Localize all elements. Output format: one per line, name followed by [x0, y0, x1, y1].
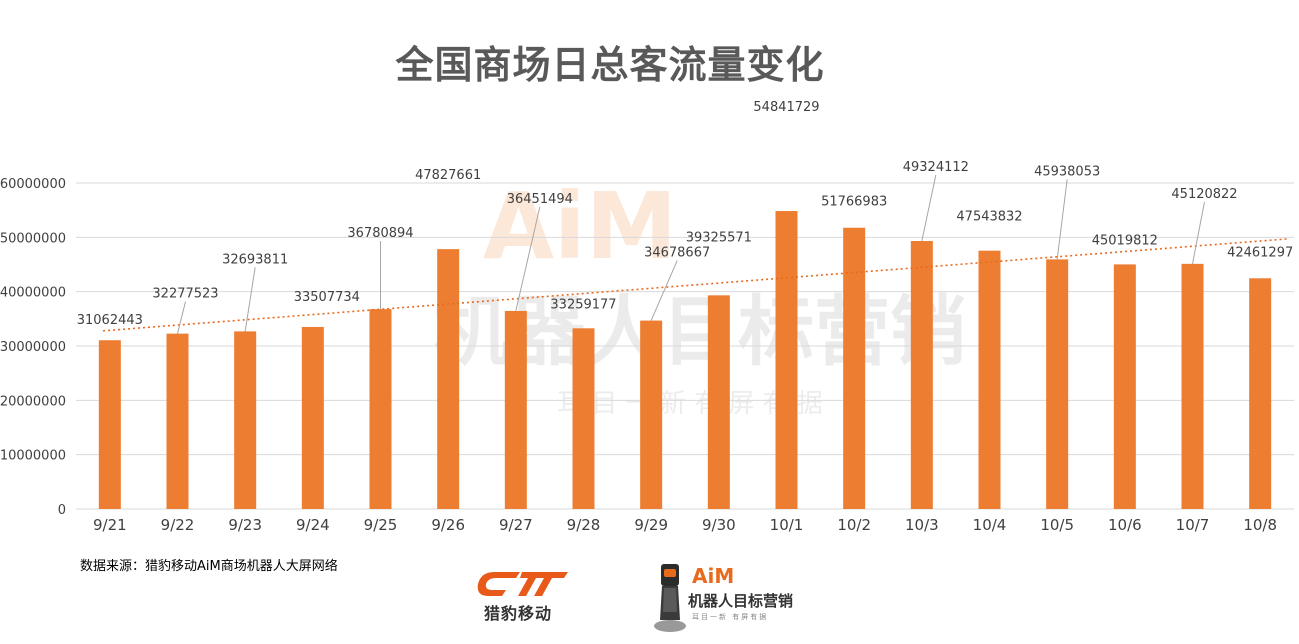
chart-title: 全国商场日总客流量变化	[395, 43, 825, 87]
bar	[910, 241, 933, 509]
leader-line	[1056, 179, 1068, 260]
bar	[98, 340, 121, 509]
data-label: 32693811	[222, 252, 288, 267]
gridlines	[76, 182, 1294, 510]
aim-logo: AiM 机器人目标营销 耳目一新 有屏有据	[650, 562, 800, 634]
leader-line	[921, 174, 937, 242]
y-tick-label: 20000000	[0, 394, 66, 409]
x-tick-label: 10/5	[1040, 516, 1074, 534]
x-tick-label: 10/1	[770, 516, 804, 534]
leader-line	[650, 260, 678, 321]
data-label: 47543832	[956, 210, 1022, 225]
x-tick-label: 9/23	[228, 516, 262, 534]
x-tick-label: 9/28	[567, 516, 601, 534]
x-tick-label: 9/22	[161, 516, 195, 534]
bar-chart: AiM 机器人目标营销 耳 目 一 新 有 屏 有 据 010000000200…	[0, 100, 1294, 534]
bar	[1181, 263, 1204, 509]
x-tick-label: 9/25	[364, 516, 398, 534]
data-label: 31062443	[77, 313, 143, 328]
data-label: 39325571	[686, 230, 752, 245]
bar	[572, 328, 595, 509]
x-tick-label: 9/27	[499, 516, 533, 534]
data-label: 33507734	[294, 290, 360, 305]
y-tick-label: 0	[58, 503, 66, 518]
data-label: 45019812	[1092, 233, 1158, 248]
y-axis-ticks: 0 10000000 20000000 30000000 40000000 5000000…	[0, 177, 66, 518]
bar	[1249, 278, 1272, 509]
y-tick-label: 40000000	[0, 286, 66, 301]
bar	[640, 320, 663, 509]
y-tick-label: 50000000	[0, 231, 66, 246]
data-label: 33259177	[550, 297, 616, 312]
bar	[234, 331, 257, 509]
y-tick-label: 10000000	[0, 449, 66, 464]
x-tick-label: 9/30	[702, 516, 736, 534]
bar	[166, 333, 189, 509]
x-tick-label: 10/3	[905, 516, 939, 534]
aim-tagline: 耳目一新 有屏有据	[692, 613, 769, 621]
leader-line	[1192, 201, 1205, 264]
bar	[369, 309, 392, 509]
data-label: 51766983	[821, 195, 887, 210]
data-label: 47827661	[415, 168, 481, 183]
data-label: 42461297	[1227, 245, 1293, 260]
x-tick-label: 9/26	[431, 516, 465, 534]
data-label: 45120822	[1171, 187, 1237, 202]
cheetah-mark-icon	[477, 572, 568, 596]
data-label: 45938053	[1034, 164, 1100, 179]
x-tick-label: 10/2	[837, 516, 871, 534]
bar	[1046, 259, 1069, 509]
bar	[978, 250, 1001, 509]
aim-brand-text: AiM	[692, 564, 735, 588]
data-source-note: 数据来源：猎豹移动AiM商场机器人大屏网络	[80, 559, 338, 574]
bar	[504, 310, 527, 509]
bar	[1113, 264, 1136, 509]
data-label: 32277523	[152, 287, 218, 302]
x-tick-label: 9/29	[634, 516, 668, 534]
robot-icon	[654, 564, 686, 632]
watermark-brand: AiM	[483, 173, 677, 280]
x-tick-label: 9/24	[296, 516, 330, 534]
x-tick-label: 10/7	[1176, 516, 1210, 534]
bar	[437, 249, 460, 510]
bar	[707, 295, 730, 509]
leader-line	[515, 206, 541, 312]
bar	[843, 227, 866, 509]
y-tick-label: 60000000	[0, 177, 66, 192]
data-label: 36780894	[347, 226, 413, 241]
data-label: 49324112	[903, 160, 969, 175]
x-axis-ticks: 9/21 9/22 9/23 9/24 9/25 9/26 9/27 9/28 9/29 9/30…	[93, 516, 1277, 534]
y-tick-label: 30000000	[0, 340, 66, 355]
cheetah-name: 猎豹移动	[484, 604, 553, 623]
data-label: 36451494	[507, 192, 573, 207]
bar	[775, 211, 798, 509]
leader-line	[244, 267, 256, 332]
x-tick-label: 10/6	[1108, 516, 1142, 534]
leader-lines	[177, 174, 1205, 334]
bars	[98, 211, 1272, 510]
cheetah-mobile-logo: 猎豹移动	[476, 568, 576, 628]
x-tick-label: 10/4	[973, 516, 1007, 534]
x-tick-label: 10/8	[1243, 516, 1277, 534]
bar	[301, 326, 324, 509]
data-labels: 31062443 32277523 32693811 33507734 36780894…	[77, 100, 1294, 328]
data-label: 54841729	[753, 100, 819, 115]
data-label: 34678667	[644, 246, 710, 261]
leader-line	[177, 301, 186, 334]
aim-name: 机器人目标营销	[688, 592, 794, 610]
x-tick-label: 9/21	[93, 516, 127, 534]
